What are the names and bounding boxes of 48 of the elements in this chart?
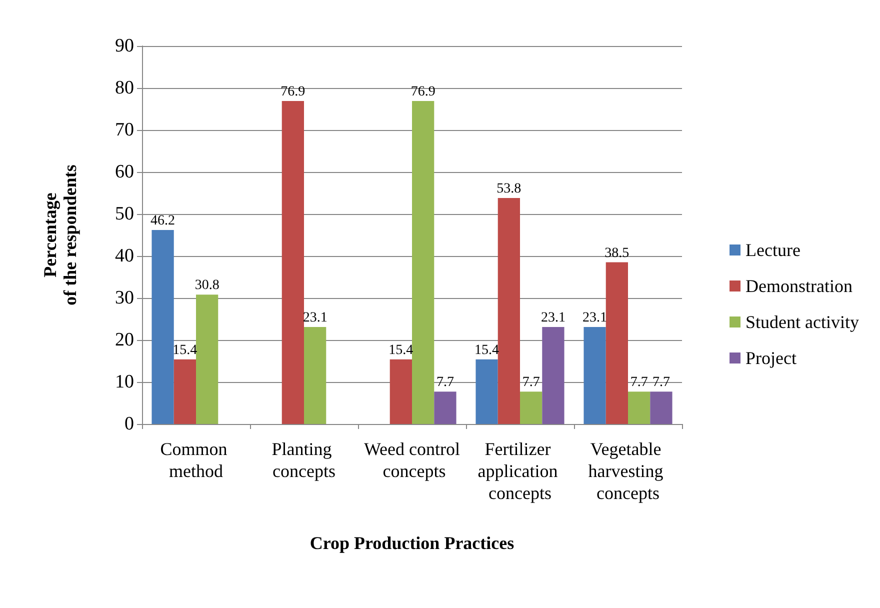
bar bbox=[476, 359, 498, 424]
x-tick-label: Weed control concepts bbox=[364, 439, 460, 481]
data-label: 53.8 bbox=[496, 182, 522, 197]
data-label: 7.7 bbox=[522, 375, 540, 390]
y-tick-label: 20 bbox=[115, 330, 134, 350]
data-label: 23.1 bbox=[540, 310, 566, 326]
x-axis-title: Crop Production Practices bbox=[310, 533, 514, 553]
data-label: 30.8 bbox=[194, 278, 220, 294]
data-label: 76.9 bbox=[280, 84, 306, 100]
bar bbox=[584, 326, 606, 424]
bar bbox=[412, 101, 434, 424]
bar bbox=[390, 359, 412, 424]
x-tick-label: Planting concepts bbox=[272, 439, 336, 481]
bar bbox=[434, 392, 456, 424]
y-axis-title: Percentage of the respondents bbox=[40, 164, 80, 306]
legend-label: Demonstration bbox=[746, 276, 852, 296]
x-tick-label: Vegetable harvesting concepts bbox=[588, 439, 668, 503]
bar bbox=[520, 392, 542, 424]
bar bbox=[304, 326, 326, 424]
legend-label: Project bbox=[746, 348, 797, 368]
y-tick-label: 40 bbox=[115, 246, 134, 266]
data-label: 7.7 bbox=[436, 375, 454, 390]
legend-label: Student activity bbox=[746, 312, 859, 332]
bar bbox=[196, 294, 218, 424]
y-tick-label: 30 bbox=[115, 288, 134, 308]
data-label: 76.9 bbox=[410, 84, 436, 100]
bar bbox=[628, 392, 650, 424]
bar bbox=[498, 198, 520, 424]
data-label: 7.7 bbox=[630, 375, 648, 390]
y-tick-label: 90 bbox=[115, 36, 134, 56]
data-label: 46.2 bbox=[150, 213, 176, 228]
data-label: 38.5 bbox=[604, 246, 630, 261]
y-tick-label: 80 bbox=[115, 78, 134, 98]
bar bbox=[174, 359, 196, 424]
data-label: 7.7 bbox=[652, 375, 670, 390]
y-tick-label: 50 bbox=[115, 204, 134, 224]
bar bbox=[282, 101, 304, 424]
bar bbox=[152, 230, 174, 424]
bar bbox=[650, 392, 672, 424]
bar bbox=[606, 262, 628, 424]
y-tick-label: 70 bbox=[115, 120, 134, 140]
y-tick-label: 0 bbox=[124, 414, 134, 434]
bar bbox=[542, 326, 564, 424]
x-tick-label: Fertilizer application concepts bbox=[478, 439, 562, 503]
legend-label: Lecture bbox=[746, 240, 800, 260]
x-tick-label: Common method bbox=[160, 439, 232, 481]
y-tick-label: 60 bbox=[115, 162, 134, 182]
y-tick-label: 10 bbox=[115, 372, 134, 392]
